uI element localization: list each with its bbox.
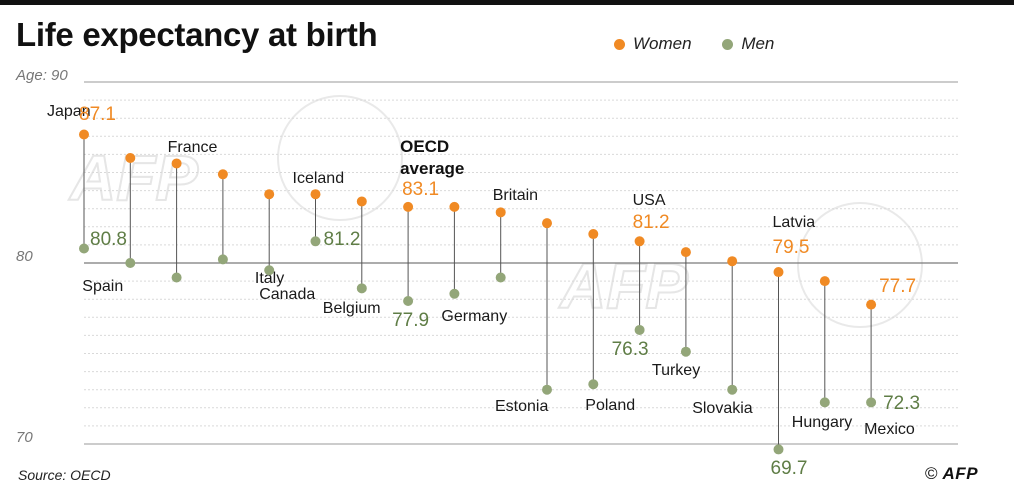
legend-item-men: Men <box>722 34 774 54</box>
country-label-poland: Poland <box>585 397 635 414</box>
men-dot <box>495 272 506 283</box>
country-label-iceland: Iceland <box>293 170 345 187</box>
country-label-japan: Japan <box>47 103 91 120</box>
afp-credit: © AFP <box>925 464 978 484</box>
men-value-label: 81.2 <box>324 229 361 250</box>
afp-logo: AFP <box>942 464 979 483</box>
country-label-hungary: Hungary <box>792 414 852 431</box>
women-dot <box>495 207 506 218</box>
legend-label-men: Men <box>741 34 775 53</box>
legend-swatch-men <box>722 38 734 50</box>
legend: Women Men <box>614 34 800 55</box>
y-tick-label: Age: 90 <box>15 67 68 84</box>
country-label-spain: Spain <box>82 278 123 295</box>
women-dot <box>866 299 877 310</box>
men-dot <box>403 296 414 307</box>
women-value-label: 77.7 <box>879 276 916 297</box>
country-label-italy: Italy <box>255 270 284 287</box>
women-dot <box>217 169 228 180</box>
women-dot <box>542 218 552 229</box>
men-dot <box>819 397 830 408</box>
y-tick-label: 80 <box>16 248 33 265</box>
women-dot <box>264 189 275 200</box>
women-dot <box>634 236 645 247</box>
women-dot <box>449 201 460 212</box>
men-dot <box>727 384 738 395</box>
country-label-germany: Germany <box>441 308 507 325</box>
women-dot <box>403 201 414 212</box>
men-dot <box>310 236 321 247</box>
legend-item-women: Women <box>614 34 692 54</box>
women-dot <box>773 267 784 278</box>
watermark-globe <box>797 202 923 328</box>
country-label-canada: Canada <box>259 286 315 303</box>
men-dot <box>588 379 599 390</box>
women-dot <box>79 129 89 140</box>
legend-swatch-women <box>614 38 625 50</box>
women-dot <box>588 229 599 240</box>
country-label-estonia: Estonia <box>495 398 548 415</box>
women-dot <box>680 247 691 258</box>
country-label-mexico: Mexico <box>864 421 915 438</box>
women-value-label: 79.5 <box>773 237 810 258</box>
women-dot <box>727 256 738 267</box>
top-rule <box>0 0 1014 5</box>
country-label-latvia: Latvia <box>773 214 816 231</box>
men-dot <box>125 258 136 268</box>
legend-label-women: Women <box>633 34 692 53</box>
women-value-label: 83.1 <box>402 179 439 200</box>
men-value-label: 72.3 <box>883 393 920 414</box>
women-dot <box>819 276 830 287</box>
chart-title: Life expectancy at birth <box>16 16 378 53</box>
watermark-text: AFP <box>558 250 688 322</box>
men-dot <box>264 265 275 276</box>
men-dot <box>634 324 645 335</box>
country-label-usa: USA <box>633 192 666 209</box>
country-label-france: France <box>168 139 218 156</box>
men-value-label: 80.8 <box>90 229 127 250</box>
men-dot <box>356 283 367 294</box>
women-dot <box>356 196 367 207</box>
men-dot <box>449 288 460 299</box>
men-dot <box>866 397 877 408</box>
copyright-symbol: © <box>925 464 938 483</box>
men-dot <box>773 444 784 455</box>
men-dot <box>79 243 89 254</box>
country-label-belgium: Belgium <box>323 300 381 317</box>
women-dot <box>171 158 182 169</box>
men-dot <box>680 346 691 357</box>
y-tick-label: 70 <box>16 429 33 446</box>
men-dot <box>217 254 228 265</box>
women-dot <box>125 153 136 164</box>
watermark-text: AFP <box>68 142 198 214</box>
source-note: Source: OECD <box>18 467 111 483</box>
women-value-label: 81.2 <box>633 212 670 233</box>
women-dot <box>310 189 321 200</box>
men-value-label: 69.7 <box>771 458 808 479</box>
country-label-turkey: Turkey <box>652 362 700 379</box>
country-label-slovakia: Slovakia <box>692 400 753 417</box>
men-dot <box>171 272 182 283</box>
country-label-britain: Britain <box>493 187 538 204</box>
men-value-label: 76.3 <box>612 339 649 360</box>
watermark-globe <box>277 95 403 221</box>
men-value-label: 77.9 <box>392 310 429 331</box>
women-value-label: 87.1 <box>79 104 116 125</box>
country-label-oecd-average: OECD average <box>400 137 464 178</box>
men-dot <box>542 384 552 395</box>
